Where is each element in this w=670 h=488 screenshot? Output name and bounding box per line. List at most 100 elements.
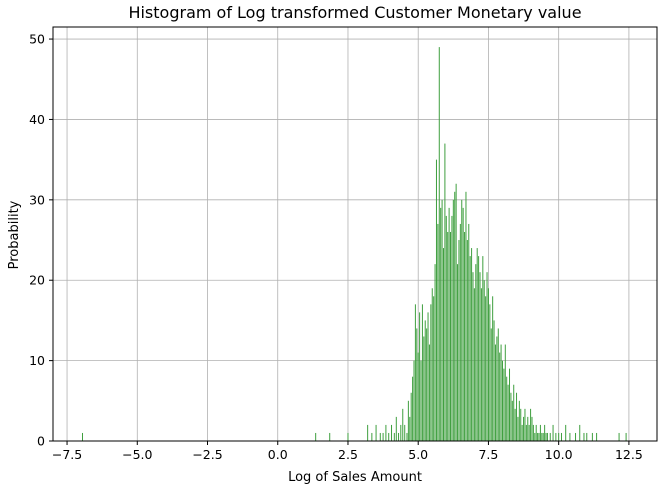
x-tick-label: 0.0: [268, 447, 288, 462]
histogram-bar: [514, 408, 516, 441]
x-tick-label: 12.5: [615, 447, 643, 462]
histogram-bar: [452, 199, 454, 441]
histogram-bar: [433, 296, 435, 441]
histogram-bar: [555, 432, 557, 441]
histogram-bar: [473, 288, 475, 441]
y-tick-label: 50: [29, 32, 45, 47]
histogram-bar: [417, 352, 419, 441]
histogram-bar: [419, 312, 421, 441]
histogram-bar: [492, 296, 494, 441]
histogram-bar: [546, 432, 548, 441]
histogram-bar: [450, 231, 452, 441]
histogram-bar: [560, 432, 562, 441]
histogram-bar: [412, 376, 414, 441]
histogram-bar: [511, 400, 513, 441]
histogram-bar: [521, 424, 523, 441]
histogram-bar: [523, 416, 525, 441]
histogram-bar: [528, 424, 530, 441]
histogram-bar: [509, 368, 511, 441]
histogram-bar: [625, 432, 627, 441]
histogram-bar: [490, 328, 492, 441]
histogram-bar: [367, 424, 369, 441]
histogram-bar: [379, 432, 381, 441]
histogram-bar: [583, 432, 585, 441]
histogram-bar: [434, 264, 436, 441]
grid-layer: [53, 27, 657, 442]
histogram-bar: [454, 191, 456, 441]
histogram-bar: [483, 280, 485, 441]
histogram-bar: [404, 424, 406, 441]
histogram-bar: [438, 47, 440, 442]
histogram-bar: [487, 288, 489, 441]
x-tick-label: −2.5: [192, 447, 222, 462]
histogram-bar: [457, 264, 459, 441]
x-tick-label: 5.0: [408, 447, 428, 462]
histogram-bar: [442, 248, 444, 441]
histogram-bar: [424, 320, 426, 441]
histogram-bar: [441, 199, 443, 441]
histogram-bar: [569, 432, 571, 441]
histogram-bar: [465, 191, 467, 441]
histogram-bar: [421, 304, 423, 441]
histogram-bar: [579, 424, 581, 441]
histogram-bar: [398, 432, 400, 441]
histogram-bar: [527, 416, 529, 441]
histogram-bar: [586, 432, 588, 441]
histogram-bar: [458, 240, 460, 441]
histogram-bar: [431, 288, 433, 441]
histogram-bar: [542, 432, 544, 441]
x-tick-label: 10.0: [545, 447, 573, 462]
histogram-bar: [471, 248, 473, 441]
histogram-bar: [478, 256, 480, 441]
histogram-bar: [413, 360, 415, 441]
x-tick-label: −7.5: [52, 447, 82, 462]
histogram-bar: [406, 432, 408, 441]
histogram-bar: [537, 432, 539, 441]
histogram-bar: [545, 432, 547, 441]
y-tick-label: 30: [29, 192, 45, 207]
histogram-bar: [329, 432, 331, 441]
histogram-bar: [535, 424, 537, 441]
histogram-bar: [347, 432, 349, 441]
histogram-bar: [472, 272, 474, 441]
histogram-bar: [437, 223, 439, 441]
x-tick-label: 7.5: [478, 447, 498, 462]
histogram-bar: [445, 215, 447, 441]
histogram-bar: [558, 432, 560, 441]
histogram-bar: [447, 231, 449, 441]
histogram-bar: [448, 207, 450, 441]
histogram-bar: [440, 207, 442, 441]
histogram-bar: [493, 320, 495, 441]
histogram-bar: [513, 384, 515, 441]
x-axis-label: Log of Sales Amount: [288, 470, 422, 485]
histogram-bar: [430, 304, 432, 441]
histogram-bar: [462, 207, 464, 441]
histogram-bar: [507, 384, 509, 441]
histogram-bar: [504, 344, 506, 441]
histogram-bar: [541, 432, 543, 441]
histogram-bar: [482, 256, 484, 441]
histogram-bar: [539, 424, 541, 441]
histogram-bar: [435, 159, 437, 441]
histogram-bar: [393, 432, 395, 441]
histogram-bar: [489, 304, 491, 441]
histogram-bar: [530, 408, 532, 441]
histogram-bar: [461, 199, 463, 441]
histogram-bar: [503, 368, 505, 441]
histogram-bar: [531, 416, 533, 441]
histogram-bar: [618, 432, 620, 441]
histogram-bar: [459, 223, 461, 441]
histogram-bar: [544, 424, 546, 441]
chart-title: Histogram of Log transformed Customer Mo…: [128, 3, 581, 22]
x-tick-label: −5.0: [122, 447, 152, 462]
histogram-bar: [497, 328, 499, 441]
histogram-bar: [499, 352, 501, 441]
histogram-bar: [427, 312, 429, 441]
histogram-bar: [517, 416, 519, 441]
histogram-bar: [466, 240, 468, 441]
histogram-bar: [575, 432, 577, 441]
histogram-bar: [506, 376, 508, 441]
histogram-bar: [444, 143, 446, 441]
